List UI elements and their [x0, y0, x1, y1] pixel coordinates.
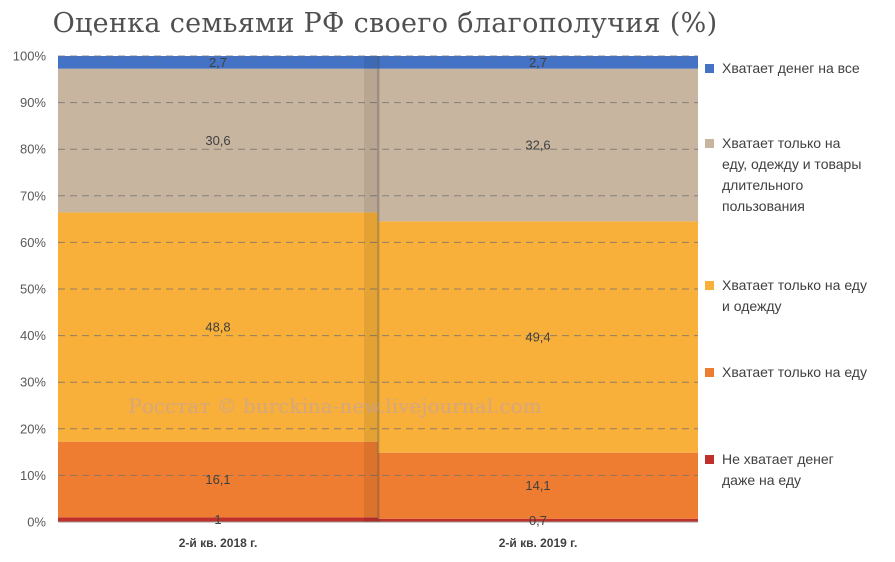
legend-label: Хватает денег на все	[722, 58, 890, 79]
x-category-label: 2-й кв. 2019 г.	[499, 536, 578, 550]
data-label: 49,4	[525, 330, 550, 345]
bar-segment	[378, 452, 698, 519]
y-tick-label: 70%	[20, 188, 46, 203]
legend-label: Хватает только на еду и одежду	[722, 275, 890, 317]
y-tick-label: 40%	[20, 328, 46, 343]
data-label: 2,7	[529, 55, 547, 70]
x-category-label: 2-й кв. 2018 г.	[179, 536, 258, 550]
y-tick-label: 80%	[20, 142, 46, 157]
y-tick-label: 100%	[13, 49, 47, 64]
data-label: 16,1	[205, 472, 230, 487]
legend: Хватает денег на все Хватает только на еду…	[705, 0, 890, 562]
legend-label-line: и одежду	[722, 298, 782, 314]
data-label: 1	[214, 512, 221, 527]
bar-segment	[58, 212, 378, 442]
y-tick-label: 20%	[20, 421, 46, 436]
legend-label-line: длительного	[722, 177, 804, 193]
gridlines	[58, 55, 698, 523]
legend-label-line: пользования	[722, 198, 805, 214]
legend-swatch	[705, 64, 714, 73]
legend-label: Хватает только на еду, одежду и товары дли…	[722, 133, 890, 217]
y-tick-label: 60%	[20, 235, 46, 250]
bar-segment	[58, 517, 378, 522]
legend-label: Не хватает денег даже на еду	[722, 449, 890, 491]
watermark-text: Росстат © burckina-new.livejournal.com	[128, 394, 541, 418]
bar-segment	[378, 56, 698, 69]
chart-title: Оценка семьями РФ своего благополучия (%…	[52, 8, 718, 39]
bar-segment	[58, 68, 378, 213]
legend-label-line: Хватает денег на все	[722, 60, 860, 76]
legend-label-line: Хватает только на	[722, 135, 841, 151]
legend-label-line: Хватает только на еду	[722, 364, 867, 380]
data-label: 30,6	[205, 133, 230, 148]
data-label: 32,6	[525, 137, 550, 152]
y-tick-label: 30%	[20, 375, 46, 390]
bar-segment	[58, 441, 378, 518]
legend-label-line: Хватает только на еду	[722, 277, 867, 293]
bar-divider-shadow	[364, 56, 380, 522]
data-label: 14,1	[525, 478, 550, 493]
bar-segment	[378, 221, 698, 453]
legend-swatch	[705, 455, 714, 464]
bar-segment	[378, 518, 698, 522]
legend-swatch	[705, 368, 714, 377]
legend-label-line: Не хватает денег	[722, 451, 834, 467]
data-label: 2,7	[209, 55, 227, 70]
data-label: 48,8	[205, 320, 230, 335]
legend-label-line: еду, одежду и товары	[722, 156, 862, 172]
legend-label-line: даже на еду	[722, 472, 802, 488]
bar-segment	[58, 56, 378, 69]
y-tick-label: 90%	[20, 95, 46, 110]
legend-swatch	[705, 139, 714, 148]
y-tick-label: 50%	[20, 282, 46, 297]
legend-swatch	[705, 281, 714, 290]
data-label: 0,7	[529, 513, 547, 528]
y-tick-label: 10%	[20, 468, 46, 483]
legend-label: Хватает только на еду	[722, 362, 890, 383]
bars-group	[58, 56, 698, 522]
y-tick-label: 0%	[27, 515, 46, 530]
